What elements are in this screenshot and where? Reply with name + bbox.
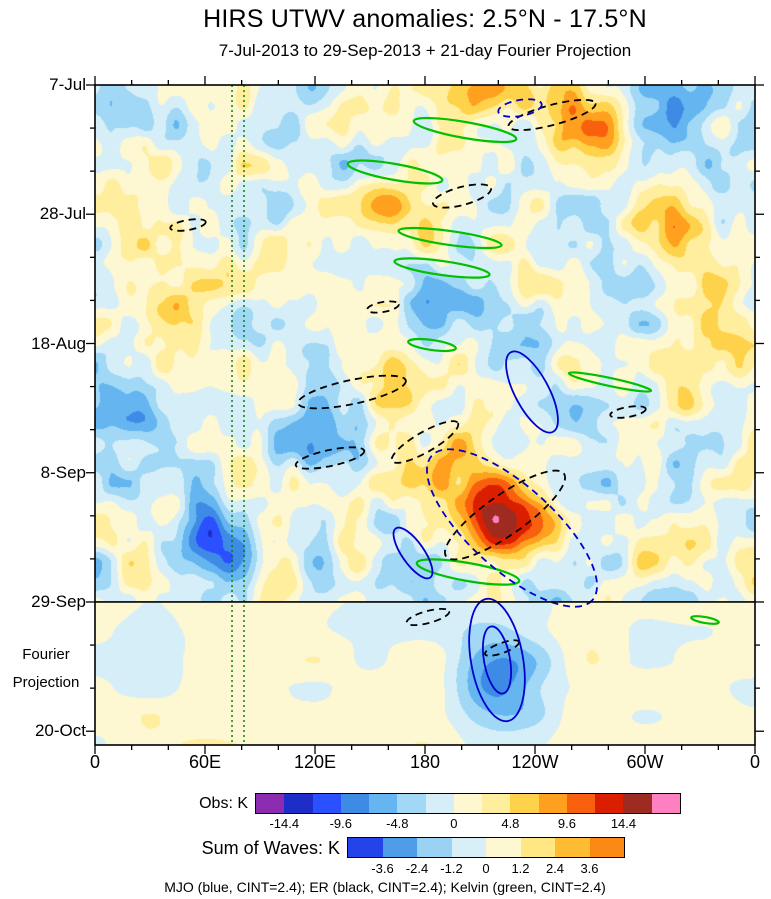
anomaly-field-canvas xyxy=(95,85,755,745)
colorbar-segment xyxy=(348,838,383,857)
colorbar-segment xyxy=(256,794,285,813)
waves-colorbar-label: Sum of Waves: K xyxy=(201,838,340,858)
colorbar-segment xyxy=(623,794,652,813)
obs-colorbar-label: Obs: K xyxy=(199,795,248,812)
colorbar-segment xyxy=(425,794,454,813)
colorbar-tick-label: -3.6 xyxy=(371,861,394,876)
colorbar-segment xyxy=(453,794,483,813)
colorbar-tick-label: 14.4 xyxy=(610,816,637,831)
colorbar-tick-label: -2.4 xyxy=(405,861,429,876)
colorbar-segment xyxy=(595,794,624,813)
y-axis-tick-label: 20-Oct xyxy=(34,721,86,741)
colorbar-segment xyxy=(397,794,426,813)
colorbar-tick-label: -14.4 xyxy=(269,816,300,831)
x-axis-tick-label: 120E xyxy=(293,752,336,772)
x-axis-tick-label: 0 xyxy=(749,752,760,772)
fourier-projection-label-line2: Projection xyxy=(12,674,80,691)
colorbar-segment xyxy=(451,838,486,857)
legend-caption: MJO (blue, CINT=2.4); ER (black, CINT=2.… xyxy=(164,879,606,895)
colorbar-tick-label: -9.6 xyxy=(329,816,352,831)
colorbar-segment xyxy=(651,794,680,813)
colorbar-tick-label: -4.8 xyxy=(386,816,409,831)
colorbar-segment xyxy=(566,794,596,813)
waves-colorbar xyxy=(347,837,625,858)
colorbar-segment xyxy=(312,794,341,813)
chart-subtitle: 7-Jul-2013 to 29-Sep-2013 + 21-day Fouri… xyxy=(218,41,632,60)
x-axis-tick-label: 60W xyxy=(626,752,664,772)
colorbar-segment xyxy=(482,794,511,813)
colorbar-tick-label: 4.8 xyxy=(501,816,520,831)
colorbar-segment xyxy=(520,838,555,857)
colorbar-tick-label: 3.6 xyxy=(580,861,599,876)
colorbar-segment xyxy=(284,794,313,813)
x-axis-tick-label: 60E xyxy=(189,752,222,772)
colorbar-segment xyxy=(369,794,398,813)
colorbar-tick-label: 0 xyxy=(482,861,490,876)
colorbar-segment xyxy=(589,838,624,857)
obs-colorbar xyxy=(255,793,681,814)
x-axis-tick-label: 120W xyxy=(511,752,559,772)
colorbar-segment xyxy=(555,838,590,857)
colorbar-tick-label: 0 xyxy=(450,816,458,831)
colorbar-tick-label: 1.2 xyxy=(511,861,530,876)
fourier-projection-label-line1: Fourier xyxy=(22,646,70,663)
colorbar-segment xyxy=(340,794,370,813)
colorbar-tick-label: -1.2 xyxy=(440,861,463,876)
colorbar-segment xyxy=(510,794,539,813)
y-axis-tick-label: 7-Jul xyxy=(49,75,86,94)
x-axis-tick-label: 0 xyxy=(89,752,100,772)
colorbar-segment xyxy=(486,838,521,857)
y-axis-tick-label: 8-Sep xyxy=(40,462,86,482)
y-axis-tick-label: 18-Aug xyxy=(31,333,86,353)
colorbar-segment xyxy=(417,838,452,857)
colorbar-tick-label: 2.4 xyxy=(545,861,565,876)
y-axis-tick-label: 28-Jul xyxy=(39,204,86,224)
y-axis-tick-label: 29-Sep xyxy=(31,591,86,611)
colorbar-tick-label: 9.6 xyxy=(557,816,576,831)
colorbar-segment xyxy=(538,794,567,813)
x-axis-tick-label: 180 xyxy=(409,752,441,772)
colorbar-segment xyxy=(382,838,417,857)
chart-title: HIRS UTWV anomalies: 2.5°N - 17.5°N xyxy=(203,5,647,33)
